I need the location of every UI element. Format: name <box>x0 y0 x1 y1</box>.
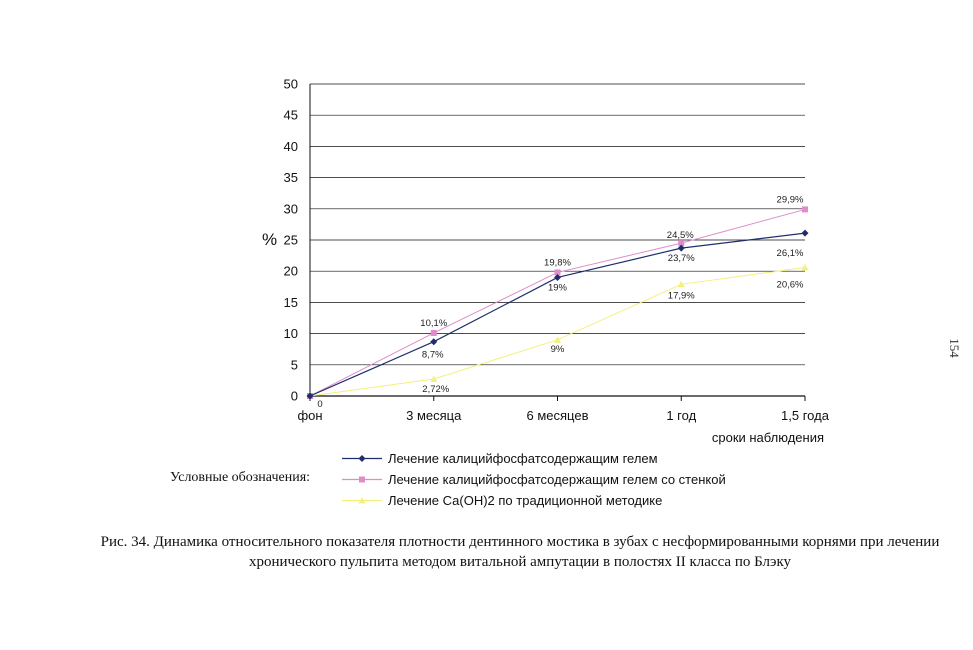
data-point-s2-3 <box>678 240 685 247</box>
y-tick-label: 45 <box>284 108 298 123</box>
data-point-s1-4 <box>801 229 809 237</box>
y-tick-label: 20 <box>284 264 298 279</box>
data-label-s3-4: 20,6% <box>777 279 804 290</box>
page-number: 154 <box>946 338 962 358</box>
data-point-s1-0 <box>306 392 314 400</box>
legend-caption: Условные обозначения: <box>170 470 311 485</box>
data-label-s2-2: 19,8% <box>544 257 571 268</box>
data-label-s3-0: 0 <box>317 399 322 410</box>
data-label-s2-4: 29,9% <box>777 194 804 205</box>
data-label-s2-3: 24,5% <box>667 230 694 241</box>
x-axis-label: сроки наблюдения <box>712 430 824 445</box>
data-point-s3-3 <box>677 280 685 288</box>
data-label-s3-1: 2,72% <box>422 384 449 395</box>
data-label-s2-1: 10,1% <box>420 318 447 329</box>
figure-caption: Рис. 34. Динамика относительного показат… <box>100 534 940 570</box>
data-point-s2-1 <box>430 329 437 336</box>
data-point-s1-1 <box>430 338 438 346</box>
data-label-s1-4: 26,1% <box>777 248 804 259</box>
data-point-s1-3 <box>677 244 685 252</box>
y-tick-label: 35 <box>284 170 298 185</box>
legend-label-series-3: Лечение Са(ОН)2 по традиционной методике <box>388 493 663 508</box>
data-point-s2-4 <box>802 206 808 213</box>
data-label-s1-1: 8,7% <box>422 350 444 361</box>
data-label-s3-3: 17,9% <box>668 290 695 301</box>
y-tick-label: 40 <box>284 139 298 154</box>
legend-item-series-2: Лечение калицийфосфатсодержащим гелем со… <box>340 469 726 490</box>
legend-label-series-2: Лечение калицийфосфатсодержащим гелем со… <box>388 472 726 487</box>
y-tick-label: 15 <box>284 295 298 310</box>
data-label-s1-3: 23,7% <box>668 253 695 264</box>
legend-item-series-3: Лечение Са(ОН)2 по традиционной методике <box>340 490 726 511</box>
y-tick-labels: 0 5 10 15 20 25 30 35 40 45 50 <box>284 77 298 404</box>
x-tick-label: 1 год <box>666 408 696 423</box>
y-tick-label: 50 <box>284 77 298 92</box>
y-axis-label: % <box>262 230 277 249</box>
data-point-s1-2 <box>554 273 561 281</box>
y-tick-label: 25 <box>284 233 298 248</box>
legend-label-series-1: Лечение калицийфосфатсодержащим гелем <box>388 451 658 466</box>
data-label-s1-2: 19% <box>548 282 568 293</box>
x-tick-label: 3 месяца <box>406 408 462 423</box>
legend-swatch-series-2 <box>342 476 382 483</box>
y-tick-label: 30 <box>284 201 298 216</box>
x-tick-labels: фон 3 месяца 6 месяцев 1 год 1,5 года <box>297 408 829 423</box>
legend-swatch-series-1 <box>342 455 382 462</box>
data-point-s3-2 <box>554 336 561 343</box>
data-point-s3-1 <box>430 375 438 383</box>
legend-item-series-1: Лечение калицийфосфатсодержащим гелем <box>340 448 726 469</box>
data-point-s2-2 <box>554 269 561 276</box>
series-lines: 0 2,72% 9% 17,9% 20,6% 10,1% 19,8% 24,5% 29,9% 8,… <box>306 194 809 410</box>
data-label-s3-2: 9% <box>551 344 565 355</box>
y-tick-label: 5 <box>291 357 298 372</box>
legend: Лечение калицийфосфатсодержащим гелем Ле… <box>340 448 726 511</box>
x-tick-label: 1,5 года <box>781 408 830 423</box>
data-point-s3-4 <box>801 263 809 271</box>
y-tick-label: 0 <box>291 389 298 404</box>
y-tick-label: 10 <box>284 326 298 341</box>
x-tick-label: 6 месяцев <box>527 408 589 423</box>
x-tick-label: фон <box>297 408 322 423</box>
legend-swatch-series-3 <box>342 497 382 504</box>
